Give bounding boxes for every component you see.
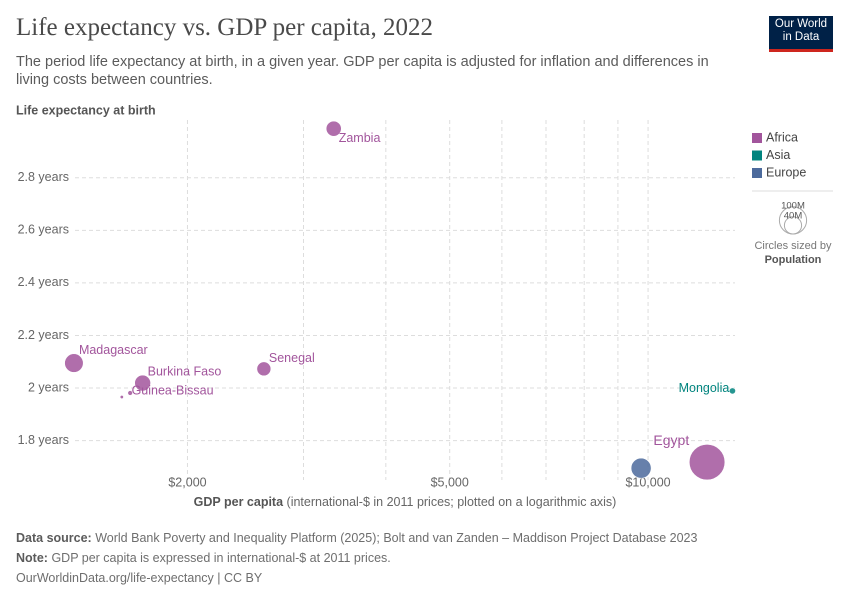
title: Life expectancy vs. GDP per capita, 2022 [16, 14, 433, 41]
y-tick-label: 2.4 years [18, 275, 69, 289]
point-label: Mongolia [679, 381, 730, 395]
point-label: Burkina Faso [148, 364, 222, 378]
logo-line: in Data [782, 31, 820, 43]
footer: Data source: World Bank Poverty and Ineq… [16, 528, 697, 588]
subtitle: The period life expectancy at birth, in … [16, 54, 709, 88]
size-legend-circle [783, 216, 803, 235]
point [325, 120, 342, 137]
y-tick-label: 2 years [28, 380, 69, 394]
point [630, 457, 652, 479]
logo[interactable]: Our World in Data [769, 16, 833, 52]
y-tick-label: 1.8 years [18, 433, 69, 447]
legend-swatch [752, 150, 762, 161]
point-label: Zambia [339, 131, 381, 145]
x-tick-label: $5,000 [431, 475, 469, 489]
footer-label: Data source: [16, 531, 92, 545]
legend-swatch [752, 168, 762, 178]
point [64, 353, 84, 373]
y-tick-label: 2.2 years [18, 328, 69, 342]
point [256, 361, 272, 377]
chart: Life expectancy at birth GDP per capita … [16, 103, 833, 509]
point [729, 387, 736, 395]
size-legend-title: Circles sized by [754, 240, 832, 252]
x-axis-title-main: GDP per capita [194, 495, 284, 509]
point [119, 394, 124, 399]
y-tick-label: 2.8 years [18, 170, 69, 184]
y-axis-title: Life expectancy at birth [16, 103, 156, 117]
legend-label: Africa [766, 130, 798, 144]
point-label: Senegal [269, 351, 315, 365]
point [134, 374, 151, 392]
footer-source: Data source: World Bank Poverty and Ineq… [16, 528, 697, 548]
point-label: Madagascar [79, 343, 148, 357]
point [688, 444, 726, 481]
point [127, 390, 133, 396]
footer-label: Note: [16, 551, 48, 565]
size-legend-variable: Population [765, 254, 822, 266]
point-label: Egypt [653, 432, 689, 448]
logo-line: Our World [774, 18, 828, 30]
x-tick-label: $2,000 [168, 475, 206, 489]
footer-text: World Bank Poverty and Inequality Platfo… [95, 531, 698, 545]
point-label: Guinea-Bissau [132, 383, 214, 397]
footer-url[interactable]: OurWorldinData.org/life-expectancy | CC … [16, 571, 263, 585]
footer-text: GDP per capita is expressed in internati… [51, 551, 391, 565]
size-legend-label: 100M [781, 200, 805, 211]
size-legend-label: 40M [784, 210, 803, 221]
y-tick-label: 2.6 years [18, 223, 69, 237]
legend-label: Europe [766, 165, 806, 179]
x-axis-title: GDP per capita (international-$ in 2011 … [194, 495, 617, 509]
footer-note: Note: GDP per capita is expressed in int… [16, 548, 697, 568]
x-tick-label: $10,000 [625, 475, 670, 489]
legend-swatch [752, 133, 762, 143]
legend-label: Asia [766, 148, 790, 162]
x-axis-title-note: (international-$ in 2011 prices; plotted… [287, 495, 617, 509]
